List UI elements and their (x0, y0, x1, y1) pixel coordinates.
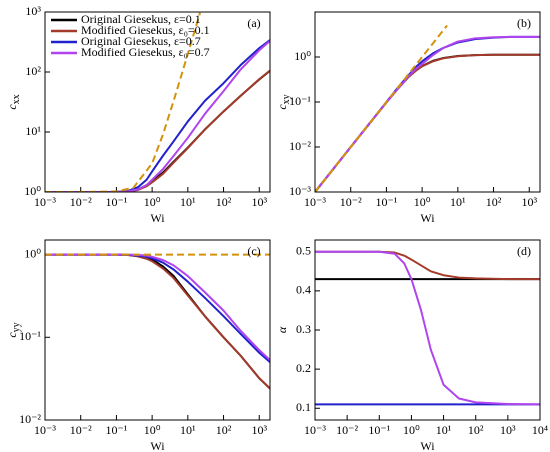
x-tick-label: 10³ (521, 195, 537, 209)
panel: 10⁻³ 10⁻² 10⁻¹ 10⁰ 10¹ 10² 10³ 10⁻³ 10⁻² 10⁻¹ 10⁰ W… (275, 11, 541, 225)
y-axis-label: α (275, 326, 289, 333)
x-tick-label: 10⁻² (70, 423, 92, 437)
series-line (315, 35, 540, 192)
series-line (45, 253, 270, 363)
panel: 10⁻³ 10⁻² 10⁻¹ 10⁰ 10¹ 10² 10³10⁻²10⁻¹10⁰Wicyy… (5, 239, 271, 452)
x-tick-label: 10⁻³ (34, 423, 56, 437)
x-tick-label: 10² (216, 195, 232, 209)
panel-label: (a) (247, 16, 260, 30)
x-tick-label: 10² (216, 423, 232, 437)
series-line (45, 253, 270, 390)
y-axis-label-main: c (5, 332, 19, 338)
y-tick-label: 10² (25, 64, 41, 78)
series-line (45, 40, 270, 192)
x-tick-label: 10⁻³ (304, 423, 326, 437)
series-line (315, 24, 448, 192)
series-line (315, 250, 540, 281)
panel: 10⁻³ 10⁻² 10⁻¹ 10⁰ 10¹ 10² 10³ 10⁴ 0.1 0.2 0.3 0.4 0… (275, 239, 548, 452)
x-tick-label: 10¹ (450, 195, 466, 209)
x-tick-label: 10⁻¹ (105, 195, 127, 209)
x-tick-label: 10³ (500, 423, 516, 437)
series-line (315, 53, 540, 192)
y-tick-label: 0.4 (296, 283, 311, 297)
y-axis-label-sub: yy (11, 322, 22, 332)
x-tick-label: 10⁻³ (304, 195, 326, 209)
y-tick-label: 0.3 (296, 322, 311, 336)
panel-label: (c) (247, 244, 260, 258)
x-tick-label: 10¹ (436, 423, 452, 437)
plot-frame (314, 239, 541, 421)
x-tick-label: 10⁻¹ (105, 423, 127, 437)
legend-label: Original Giesekus, ε=0.1 (81, 12, 201, 26)
x-tick-label: 10⁴ (532, 423, 548, 437)
x-tick-label: 10⁰ (403, 423, 420, 437)
y-tick-label: 10⁻³ (289, 184, 311, 198)
series-line (45, 253, 270, 390)
y-tick-label: 10⁰ (24, 246, 41, 260)
series-line (315, 250, 540, 406)
x-tick-label: 10⁰ (414, 195, 431, 209)
y-axis-label: cxy (275, 94, 293, 109)
x-axis-label: Wi (150, 211, 165, 225)
x-tick-label: 10² (486, 195, 502, 209)
plot-frame (44, 11, 271, 193)
legend-label: Modified Giesekus, ε₀=0.7 (81, 45, 210, 59)
y-axis-label: cxx (5, 94, 23, 109)
y-tick-label: 0.1 (296, 400, 311, 414)
x-tick-label: 10² (468, 423, 484, 437)
x-axis-label: Wi (420, 439, 435, 452)
x-tick-label: 10¹ (180, 195, 196, 209)
y-axis-label: cyy (5, 322, 23, 337)
legend-label: Modified Giesekus, ε₀=0.1 (81, 23, 210, 37)
y-tick-label: 10⁰ (294, 49, 311, 63)
x-tick-label: 10⁻² (70, 195, 92, 209)
y-tick-label: 0.5 (296, 243, 311, 257)
series-line (315, 53, 540, 192)
y-axis-label-main: c (5, 104, 19, 110)
panel: 10⁻³ 10⁻² 10⁻¹ 10⁰ 10¹ 10² 10³ 10⁰ 10¹ 10² 10³ Wi cx… (5, 4, 271, 225)
x-tick-label: 10⁻³ (34, 195, 56, 209)
y-tick-label: 0.2 (296, 361, 311, 375)
y-tick-label: 10⁻¹ (289, 94, 311, 108)
panel-label: (d) (517, 244, 531, 258)
x-tick-label: 10⁻¹ (375, 195, 397, 209)
y-tick-label: 10¹ (25, 124, 41, 138)
series-group (315, 24, 540, 192)
y-axis-label-main: α (275, 326, 289, 333)
y-tick-label: 10³ (25, 4, 41, 18)
series-group (315, 250, 540, 406)
x-tick-label: 10⁻¹ (368, 423, 390, 437)
x-tick-label: 10³ (251, 423, 267, 437)
y-tick-label: 10⁻² (19, 412, 41, 426)
y-tick-label: 10⁻¹ (19, 329, 41, 343)
x-tick-label: 10³ (251, 195, 267, 209)
y-axis-label-sub: xx (11, 94, 22, 104)
series-line (45, 39, 270, 192)
x-axis-label: Wi (150, 439, 165, 452)
x-axis-label: Wi (420, 211, 435, 225)
x-tick-label: 10⁻² (340, 195, 362, 209)
y-axis-label-main: c (275, 104, 289, 110)
y-tick-label: 10⁻² (289, 139, 311, 153)
plot-frame (314, 11, 541, 193)
x-tick-label: 10¹ (180, 423, 196, 437)
series-group (45, 253, 270, 390)
y-tick-label: 10⁰ (24, 184, 41, 198)
x-tick-label: 10⁰ (144, 423, 161, 437)
legend-label: Original Giesekus, ε=0.7 (81, 34, 201, 48)
x-tick-label: 10⁰ (144, 195, 161, 209)
series-line (45, 253, 270, 361)
plot-frame (44, 239, 271, 421)
panel-label: (b) (517, 16, 531, 30)
x-tick-label: 10⁻² (336, 423, 358, 437)
y-axis-label-sub: xy (281, 94, 292, 104)
